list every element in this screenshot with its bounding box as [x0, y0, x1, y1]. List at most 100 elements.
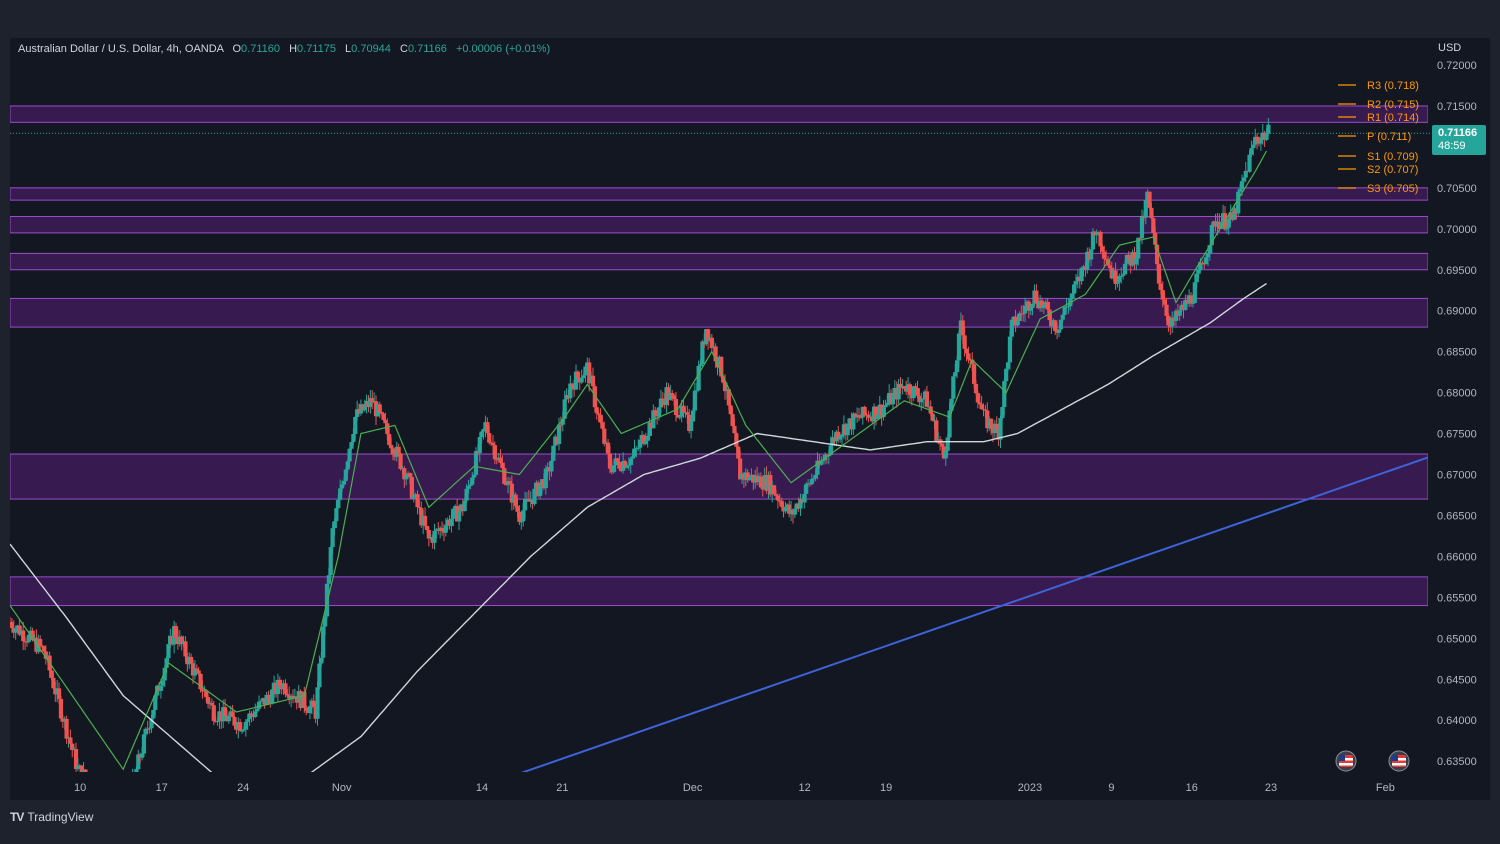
chart-pane[interactable] — [10, 38, 1490, 800]
candle-body-612 — [1162, 299, 1167, 305]
candle-body-18 — [41, 646, 47, 652]
x-tick-5: 21 — [556, 782, 568, 794]
candle-body-528 — [1004, 368, 1009, 382]
low-label: L — [345, 43, 352, 55]
candle-body-464 — [883, 404, 888, 408]
candle-body-583 — [1107, 265, 1113, 269]
candle-body-147 — [285, 693, 290, 696]
event-flag-canton-1 — [1392, 755, 1398, 761]
candle-body-337 — [643, 440, 648, 444]
candle-body-298 — [570, 383, 575, 386]
candle-body-511 — [971, 364, 977, 384]
candle-body-406 — [773, 494, 779, 496]
candle-body-635 — [1205, 253, 1211, 258]
candle-body-514 — [977, 402, 982, 405]
event-flag-stripe-a-0 — [1339, 758, 1353, 761]
sr-zone-5 — [10, 453, 1428, 500]
pivot-label-3: P (0.711) — [1367, 131, 1411, 143]
candle-body-55 — [112, 808, 116, 813]
candle-body-455 — [866, 414, 871, 418]
open-label: O — [232, 43, 242, 55]
candle-body-163 — [315, 687, 320, 719]
candle-body-494 — [939, 443, 945, 447]
candle-body-329 — [628, 458, 633, 466]
candle-body-51 — [104, 804, 108, 806]
candle-body-288 — [551, 445, 556, 461]
candle-body-489 — [930, 413, 935, 421]
candle-body-271 — [519, 521, 524, 523]
candle-body-609 — [1156, 264, 1162, 284]
candle-body-419 — [798, 498, 803, 509]
candle-body-378 — [721, 376, 726, 383]
y-tick-12: 0.66000 — [1437, 551, 1477, 563]
candle-body-407 — [775, 495, 780, 501]
candle-body-606 — [1151, 218, 1156, 233]
candle-body-131 — [255, 708, 260, 712]
candle-body-35 — [73, 749, 79, 769]
candle-body-273 — [522, 499, 528, 511]
y-tick-8: 0.68000 — [1437, 388, 1477, 400]
candle-body-634 — [1204, 257, 1209, 265]
candle-body-96 — [189, 656, 194, 664]
candle-body-142 — [275, 679, 281, 695]
candle-body-146 — [283, 683, 288, 694]
candle-body-257 — [492, 445, 497, 460]
candle-body-169 — [326, 575, 331, 584]
tradingview-brand[interactable]: TV TradingView — [10, 810, 93, 824]
candle-body-262 — [502, 468, 507, 484]
candle-body-550 — [1045, 301, 1050, 310]
event-flag-stripe-b-1 — [1392, 763, 1406, 766]
candle-body-481 — [915, 387, 920, 396]
candle-body-501 — [953, 372, 958, 377]
candle-body-374 — [713, 346, 718, 362]
candle-body-496 — [943, 450, 948, 459]
candle-body-137 — [266, 694, 271, 698]
candle-body-68 — [136, 754, 141, 770]
y-tick-17: 0.63500 — [1437, 756, 1477, 768]
candle-body-234 — [449, 518, 454, 526]
candle-body-386 — [736, 446, 741, 459]
candle-body-123 — [239, 730, 245, 732]
candle-body-314 — [600, 422, 605, 429]
candle-body-345 — [658, 398, 663, 408]
candle-body-98 — [192, 668, 197, 676]
candle-body-385 — [734, 433, 739, 447]
candle-body-483 — [919, 399, 924, 403]
candle-body-629 — [1194, 273, 1199, 283]
candle-body-9 — [24, 641, 30, 643]
candle-body-269 — [515, 506, 520, 512]
candle-body-206 — [396, 446, 401, 454]
candle-body-320 — [611, 465, 616, 473]
candle-body-178 — [343, 469, 348, 481]
candle-body-507 — [964, 348, 969, 354]
candle-body-167 — [322, 616, 328, 627]
candle-body-326 — [622, 461, 628, 468]
candle-body-22 — [49, 670, 54, 678]
candle-body-132 — [256, 701, 262, 709]
candle-body-300 — [573, 371, 579, 390]
x-tick-9: 2023 — [1018, 782, 1042, 794]
candle-body-101 — [198, 673, 203, 690]
candle-body-580 — [1102, 251, 1107, 259]
x-tick-0: 10 — [74, 782, 86, 794]
candle-body-172 — [332, 521, 337, 529]
currency-label: USD — [1438, 42, 1462, 54]
candle-body-405 — [772, 485, 777, 495]
candle-body-323 — [617, 461, 622, 469]
candle-body-611 — [1160, 290, 1165, 300]
candle-body-143 — [277, 679, 282, 687]
candle-body-631 — [1198, 262, 1203, 270]
candle-body-301 — [575, 371, 580, 378]
last-price-tag: 0.71166 48:59 — [1432, 125, 1486, 155]
candle-body-60 — [121, 808, 125, 820]
candle-body-270 — [517, 511, 522, 522]
candle-body-182 — [351, 434, 356, 443]
candle-body-125 — [243, 721, 248, 730]
candle-body-392 — [747, 477, 752, 481]
candle-body-372 — [709, 337, 714, 349]
candle-body-350 — [668, 393, 673, 400]
candle-body-26 — [56, 688, 62, 699]
candle-body-73 — [145, 728, 150, 730]
candle-body-571 — [1085, 251, 1090, 270]
